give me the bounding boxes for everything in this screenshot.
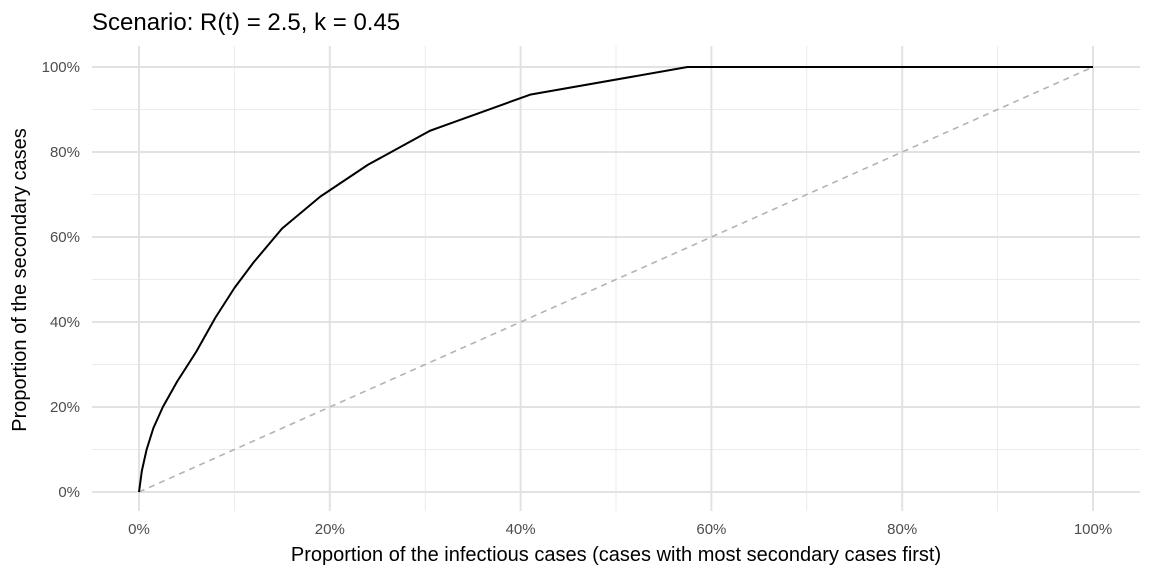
x-tick-label: 20%: [315, 521, 345, 538]
x-tick-label: 40%: [506, 521, 536, 538]
x-tick-label: 60%: [696, 521, 726, 538]
y-axis-ticks: 0% 20% 40% 60% 80% 100%: [42, 59, 80, 501]
y-tick-label: 40%: [50, 314, 80, 331]
x-tick-label: 100%: [1074, 521, 1112, 538]
series-layer: [138, 66, 1094, 493]
x-axis-label: Proportion of the infectious cases (case…: [291, 544, 941, 566]
y-tick-label: 20%: [50, 399, 80, 416]
y-tick-label: 80%: [50, 144, 80, 161]
x-tick-label: 0%: [128, 521, 150, 538]
chart-title: Scenario: R(t) = 2.5, k = 0.45: [92, 9, 400, 36]
y-tick-label: 100%: [42, 59, 80, 76]
y-tick-label: 60%: [50, 229, 80, 246]
y-tick-label: 0%: [58, 484, 80, 501]
equality-reference-line: [138, 66, 1094, 493]
x-axis-ticks: 0% 20% 40% 60% 80% 100%: [128, 521, 1112, 538]
x-tick-label: 80%: [887, 521, 917, 538]
cumulative-distribution-line: [138, 66, 1093, 493]
y-axis-label: Proportion of the secondary cases: [9, 128, 31, 432]
minor-gridlines: [92, 46, 1140, 511]
